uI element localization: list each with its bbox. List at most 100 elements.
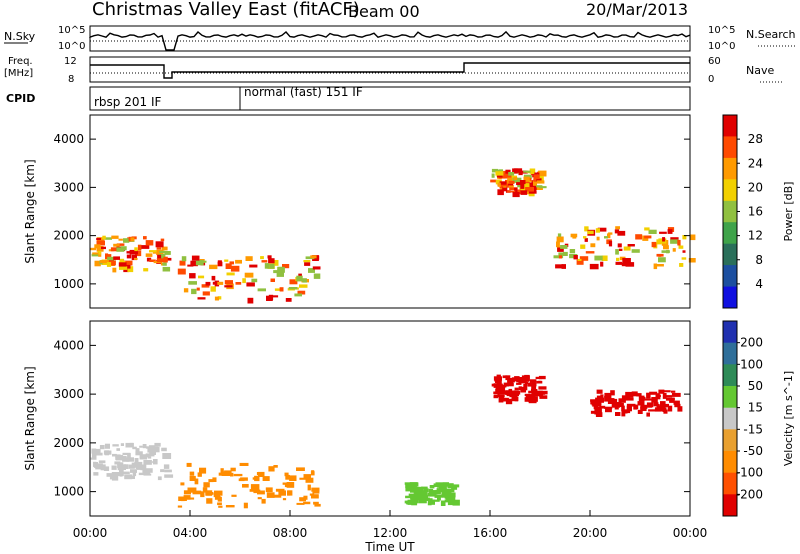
heatmap-cell [404,500,410,504]
heatmap-cell [239,462,249,466]
heatmap-cell [221,471,231,476]
heatmap-cell [682,235,687,240]
y-tick-label: 1000 [53,277,84,291]
heatmap-cell [605,407,612,413]
heatmap-cell [108,262,116,266]
heatmap-cell [444,488,452,493]
freq-label: Freq. [8,56,33,67]
heatmap-cell [112,453,117,457]
heatmap-cell [242,484,249,488]
heatmap-cell [577,258,582,261]
heatmap-cell [626,403,636,407]
heatmap-cell [305,477,314,483]
heatmap-cell [414,494,421,498]
velocity-colorbar-label: Velocity [m s^-1] [782,371,795,466]
heatmap-cell [531,390,540,394]
heatmap-cell [524,183,530,189]
heatmap-cell [249,264,258,268]
power-heatmap-marks [90,168,696,304]
heatmap-cell [656,393,660,399]
heatmap-cell [579,256,589,261]
heatmap-cell [493,394,500,398]
heatmap-cell [658,257,666,263]
heatmap-cell [100,464,106,471]
heatmap-cell [438,485,447,491]
heatmap-cell [412,482,417,488]
heatmap-cell [505,179,509,185]
heatmap-cell [90,247,97,251]
heatmap-cell [514,387,519,391]
heatmap-cell [421,491,427,495]
heatmap-cell [494,169,503,173]
y-tick-label: 4000 [53,338,84,352]
heatmap-cell [199,467,207,474]
heatmap-cell [138,472,145,476]
heatmap-cell [631,391,638,397]
heatmap-cell [157,254,162,259]
heatmap-cell [631,249,640,253]
heatmap-cell [509,187,518,190]
heatmap-cell [520,186,528,192]
heatmap-cell [451,484,460,488]
heatmap-cell [145,453,150,458]
heatmap-cell [667,229,673,234]
heatmap-cell [116,448,120,451]
heatmap-cell [94,452,103,456]
heatmap-cell [451,486,458,490]
colorbar-swatch [723,115,737,137]
cpid-label: CPID [6,92,35,105]
x-tick-label: 00:00 [673,526,708,540]
heatmap-cell [520,184,526,189]
heatmap-cell [608,240,613,247]
heatmap-cell [217,296,222,300]
heatmap-cell [637,409,643,414]
heatmap-cell [621,405,625,412]
heatmap-cell [556,236,564,243]
heatmap-cell [563,251,568,256]
heatmap-cell [111,475,119,481]
heatmap-cell [178,496,187,501]
heatmap-cell [531,388,537,393]
heatmap-cell [274,288,282,291]
heatmap-cell [639,401,644,404]
velocity-heatmap-marks [90,374,683,509]
heatmap-cell [217,261,223,267]
heatmap-cell [505,390,511,395]
heatmap-cell [198,275,205,279]
heatmap-cell [583,236,587,239]
y-tick-label: 1000 [53,485,84,499]
heatmap-cell [143,268,149,272]
heatmap-cell [618,402,624,407]
heatmap-cell [288,287,298,290]
heatmap-cell [299,477,308,480]
heatmap-cell [194,478,199,485]
heatmap-cell [94,465,100,468]
colorbar-swatch [723,265,737,287]
heatmap-cell [599,405,606,409]
cpid-segment-1: rbsp 201 IF [94,95,161,109]
heatmap-cell [505,375,511,381]
heatmap-cell [143,236,147,240]
heatmap-cell [235,282,242,285]
heatmap-cell [424,488,428,493]
y-tick-label: 3000 [53,180,84,194]
heatmap-cell [156,247,162,250]
heatmap-cell [669,398,675,403]
heatmap-cell [505,398,513,405]
heatmap-cell [106,473,113,477]
heatmap-cell [405,488,412,492]
heatmap-cell [663,245,669,250]
heatmap-cell [147,447,151,453]
heatmap-cell [249,489,254,492]
heatmap-cell [447,483,454,489]
heatmap-cell [93,461,97,467]
heatmap-cell [205,281,211,286]
heatmap-cell [143,473,152,476]
heatmap-cell [569,254,578,259]
heatmap-cell [592,403,602,407]
colorbar-swatch [723,364,737,387]
heatmap-cell [145,446,154,449]
heatmap-cell [677,406,683,412]
heatmap-cell [128,464,135,469]
heatmap-cell [440,500,446,506]
